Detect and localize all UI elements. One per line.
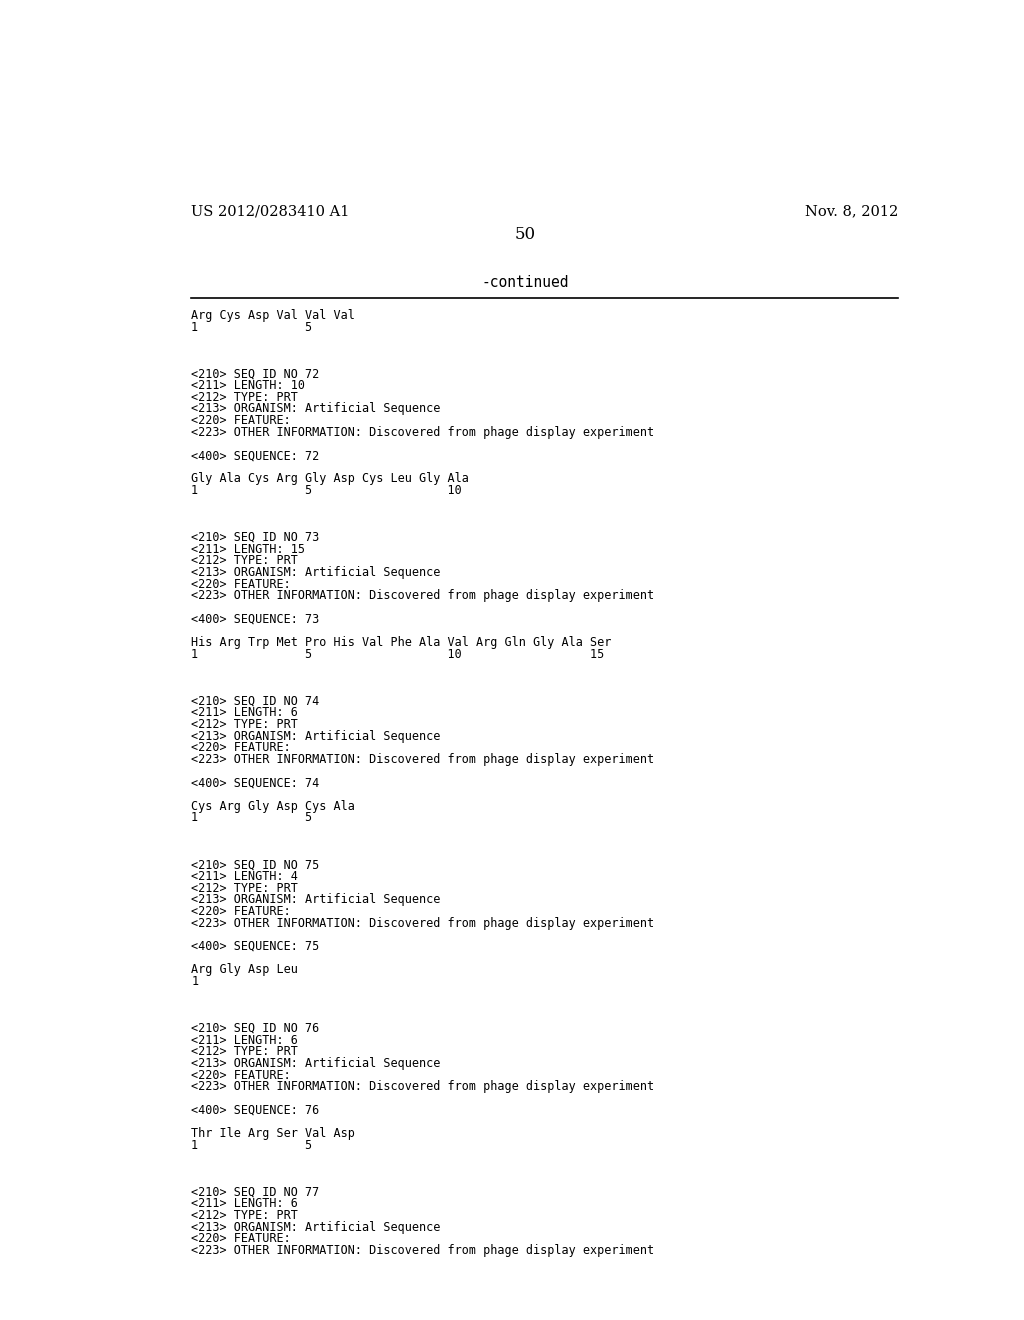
Text: <220> FEATURE:: <220> FEATURE: — [191, 1233, 291, 1245]
Text: Cys Arg Gly Asp Cys Ala: Cys Arg Gly Asp Cys Ala — [191, 800, 355, 813]
Text: <211> LENGTH: 4: <211> LENGTH: 4 — [191, 870, 298, 883]
Text: <220> FEATURE:: <220> FEATURE: — [191, 742, 291, 754]
Text: <223> OTHER INFORMATION: Discovered from phage display experiment: <223> OTHER INFORMATION: Discovered from… — [191, 752, 654, 766]
Text: 1               5                   10                  15: 1 5 10 15 — [191, 648, 605, 661]
Text: <212> TYPE: PRT: <212> TYPE: PRT — [191, 1209, 298, 1222]
Text: <223> OTHER INFORMATION: Discovered from phage display experiment: <223> OTHER INFORMATION: Discovered from… — [191, 426, 654, 438]
Text: <212> TYPE: PRT: <212> TYPE: PRT — [191, 1045, 298, 1059]
Text: <220> FEATURE:: <220> FEATURE: — [191, 578, 291, 590]
Text: <212> TYPE: PRT: <212> TYPE: PRT — [191, 882, 298, 895]
Text: <213> ORGANISM: Artificial Sequence: <213> ORGANISM: Artificial Sequence — [191, 730, 441, 743]
Text: <220> FEATURE:: <220> FEATURE: — [191, 414, 291, 428]
Text: <223> OTHER INFORMATION: Discovered from phage display experiment: <223> OTHER INFORMATION: Discovered from… — [191, 589, 654, 602]
Text: <211> LENGTH: 6: <211> LENGTH: 6 — [191, 706, 298, 719]
Text: <223> OTHER INFORMATION: Discovered from phage display experiment: <223> OTHER INFORMATION: Discovered from… — [191, 916, 654, 929]
Text: <210> SEQ ID NO 73: <210> SEQ ID NO 73 — [191, 531, 319, 544]
Text: <210> SEQ ID NO 76: <210> SEQ ID NO 76 — [191, 1022, 319, 1035]
Text: <210> SEQ ID NO 74: <210> SEQ ID NO 74 — [191, 694, 319, 708]
Text: Gly Ala Cys Arg Gly Asp Cys Leu Gly Ala: Gly Ala Cys Arg Gly Asp Cys Leu Gly Ala — [191, 473, 469, 486]
Text: <400> SEQUENCE: 74: <400> SEQUENCE: 74 — [191, 776, 319, 789]
Text: 50: 50 — [514, 227, 536, 243]
Text: 1               5: 1 5 — [191, 1139, 312, 1152]
Text: <213> ORGANISM: Artificial Sequence: <213> ORGANISM: Artificial Sequence — [191, 403, 441, 416]
Text: His Arg Trp Met Pro His Val Phe Ala Val Arg Gln Gly Ala Ser: His Arg Trp Met Pro His Val Phe Ala Val … — [191, 636, 612, 649]
Text: 1: 1 — [191, 975, 199, 989]
Text: <211> LENGTH: 15: <211> LENGTH: 15 — [191, 543, 305, 556]
Text: <211> LENGTH: 6: <211> LENGTH: 6 — [191, 1034, 298, 1047]
Text: 1               5                   10: 1 5 10 — [191, 484, 462, 498]
Text: <220> FEATURE:: <220> FEATURE: — [191, 906, 291, 917]
Text: <212> TYPE: PRT: <212> TYPE: PRT — [191, 718, 298, 731]
Text: Arg Cys Asp Val Val Val: Arg Cys Asp Val Val Val — [191, 309, 355, 322]
Text: <211> LENGTH: 6: <211> LENGTH: 6 — [191, 1197, 298, 1210]
Text: 1               5: 1 5 — [191, 321, 312, 334]
Text: <211> LENGTH: 10: <211> LENGTH: 10 — [191, 379, 305, 392]
Text: -continued: -continued — [481, 276, 568, 290]
Text: <400> SEQUENCE: 73: <400> SEQUENCE: 73 — [191, 612, 319, 626]
Text: <212> TYPE: PRT: <212> TYPE: PRT — [191, 391, 298, 404]
Text: <212> TYPE: PRT: <212> TYPE: PRT — [191, 554, 298, 568]
Text: <210> SEQ ID NO 72: <210> SEQ ID NO 72 — [191, 367, 319, 380]
Text: <400> SEQUENCE: 72: <400> SEQUENCE: 72 — [191, 449, 319, 462]
Text: <213> ORGANISM: Artificial Sequence: <213> ORGANISM: Artificial Sequence — [191, 894, 441, 907]
Text: Arg Gly Asp Leu: Arg Gly Asp Leu — [191, 964, 298, 977]
Text: <400> SEQUENCE: 76: <400> SEQUENCE: 76 — [191, 1104, 319, 1117]
Text: Nov. 8, 2012: Nov. 8, 2012 — [805, 205, 898, 218]
Text: <213> ORGANISM: Artificial Sequence: <213> ORGANISM: Artificial Sequence — [191, 1221, 441, 1233]
Text: <400> SEQUENCE: 75: <400> SEQUENCE: 75 — [191, 940, 319, 953]
Text: <220> FEATURE:: <220> FEATURE: — [191, 1069, 291, 1081]
Text: US 2012/0283410 A1: US 2012/0283410 A1 — [191, 205, 350, 218]
Text: <210> SEQ ID NO 75: <210> SEQ ID NO 75 — [191, 858, 319, 871]
Text: <223> OTHER INFORMATION: Discovered from phage display experiment: <223> OTHER INFORMATION: Discovered from… — [191, 1243, 654, 1257]
Text: <213> ORGANISM: Artificial Sequence: <213> ORGANISM: Artificial Sequence — [191, 1057, 441, 1071]
Text: <210> SEQ ID NO 77: <210> SEQ ID NO 77 — [191, 1185, 319, 1199]
Text: <223> OTHER INFORMATION: Discovered from phage display experiment: <223> OTHER INFORMATION: Discovered from… — [191, 1080, 654, 1093]
Text: Thr Ile Arg Ser Val Asp: Thr Ile Arg Ser Val Asp — [191, 1127, 355, 1140]
Text: 1               5: 1 5 — [191, 812, 312, 825]
Text: <213> ORGANISM: Artificial Sequence: <213> ORGANISM: Artificial Sequence — [191, 566, 441, 579]
